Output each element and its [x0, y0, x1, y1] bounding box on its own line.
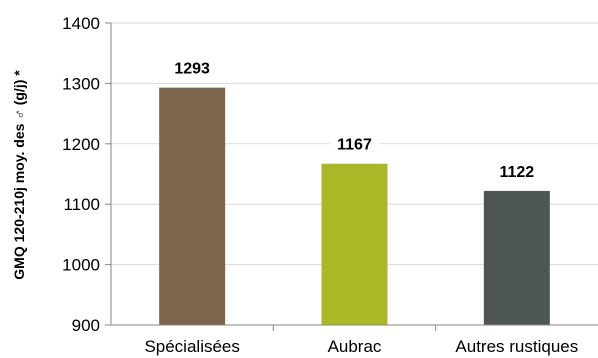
- bars: [159, 87, 550, 326]
- y-tick-labels: 900 1000 1100 1200 1300 1400: [62, 14, 100, 335]
- bar-1: [159, 87, 226, 326]
- axes: [105, 22, 598, 331]
- category-label-1: Spécialisées: [144, 337, 239, 356]
- bar-3: [483, 190, 550, 325]
- data-label-bg-3: [491, 160, 542, 181]
- y-tick-label-900: 900: [72, 316, 100, 335]
- data-label-bg-2: [329, 133, 380, 154]
- y-tick-label-1300: 1300: [62, 74, 100, 93]
- y-tick-label-1000: 1000: [62, 256, 100, 275]
- bar-2: [321, 163, 388, 325]
- data-label-3: 1122: [499, 164, 534, 181]
- data-label-bg-1: [167, 57, 218, 78]
- y-tick-label-1200: 1200: [62, 135, 100, 154]
- category-label-3: Autres rustiques: [455, 337, 578, 356]
- y-tick-label-1100: 1100: [63, 195, 100, 214]
- y-tick-label-1400: 1400: [62, 14, 100, 33]
- y-axis-title: GMQ 120-210j moy. des ♂ (g/j) *: [11, 70, 27, 280]
- data-label-2: 1167: [337, 137, 372, 154]
- data-label-1: 1293: [174, 61, 210, 78]
- category-label-2: Aubrac: [328, 337, 382, 356]
- data-labels: 1293 1167 1122: [167, 57, 542, 181]
- category-labels: Spécialisées Aubrac Autres rustiques: [144, 337, 578, 356]
